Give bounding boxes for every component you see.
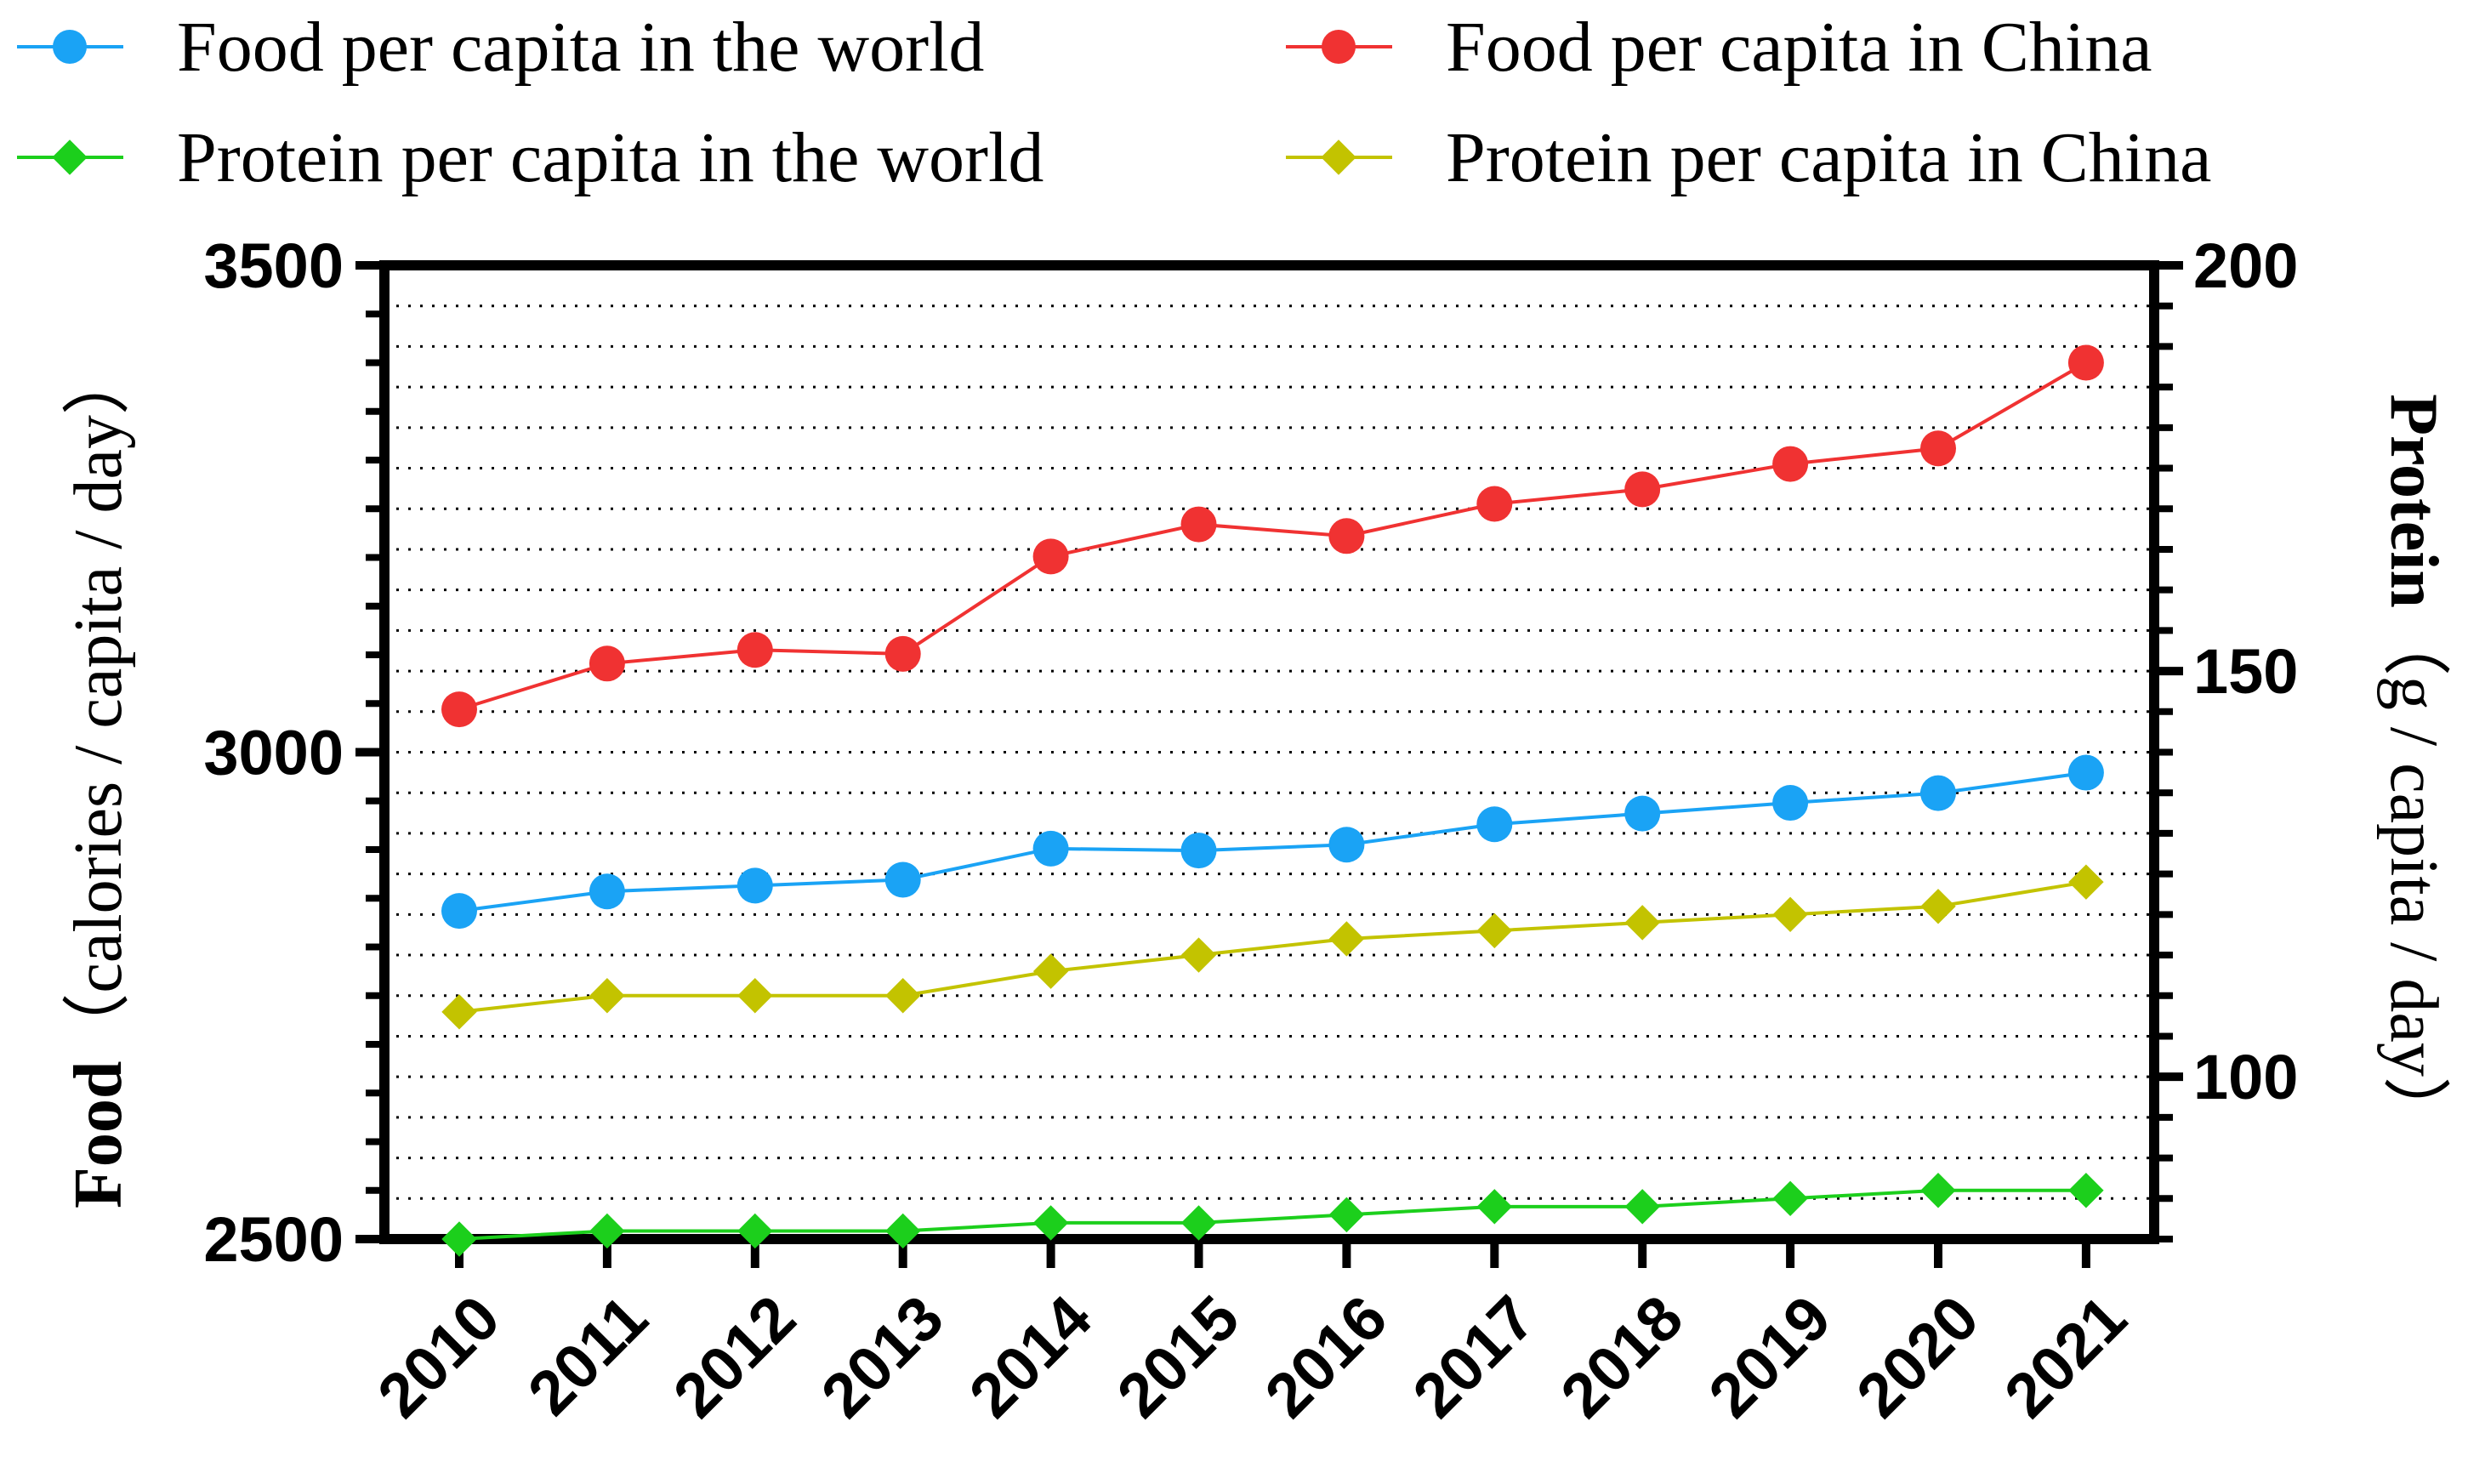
data-point xyxy=(1772,1180,1808,1216)
data-point xyxy=(441,893,477,930)
legend-label: Food per capita in the world xyxy=(177,8,984,87)
data-point xyxy=(1920,889,1956,924)
data-point xyxy=(737,1213,773,1249)
x-tick-label: 2011 xyxy=(515,1282,661,1429)
data-point xyxy=(589,645,625,682)
x-tick-label: 2015 xyxy=(1104,1282,1253,1431)
data-point xyxy=(1328,518,1365,554)
data-point xyxy=(441,691,477,728)
right-tick-label: 100 xyxy=(2193,1042,2298,1112)
data-point xyxy=(1772,785,1809,822)
data-point xyxy=(1624,905,1660,941)
x-tick-label: 2020 xyxy=(1843,1282,1992,1431)
data-point xyxy=(1476,806,1513,843)
data-point xyxy=(1032,1205,1069,1241)
data-point xyxy=(1772,446,1809,482)
data-point xyxy=(1032,953,1069,989)
data-point xyxy=(1180,833,1217,869)
data-point xyxy=(1920,775,1956,811)
plot-frame xyxy=(379,260,2159,1244)
data-point xyxy=(441,994,477,1030)
data-point xyxy=(736,632,773,668)
data-point xyxy=(441,1221,477,1257)
data-point xyxy=(1180,937,1217,973)
left-axis-title: Food（calories / capita / day） xyxy=(61,347,136,1208)
left-tick-label: 2500 xyxy=(203,1204,344,1275)
diamond-marker-icon xyxy=(1321,139,1356,175)
data-point xyxy=(1328,921,1365,957)
legend-item: Food per capita in the world xyxy=(17,8,984,87)
data-point xyxy=(736,867,773,904)
data-point xyxy=(884,635,921,672)
data-point xyxy=(884,861,921,898)
data-point xyxy=(1476,486,1513,522)
series-1 xyxy=(441,344,2104,728)
data-point xyxy=(1180,506,1217,543)
x-tick-label: 2021 xyxy=(1991,1282,2140,1431)
right-axis-title: Protein（g / capita / day） xyxy=(2376,394,2451,1145)
data-point xyxy=(1624,1189,1660,1225)
right-tick-label: 200 xyxy=(2193,230,2298,301)
series-line xyxy=(458,770,2087,913)
circle-marker-icon xyxy=(1322,30,1356,64)
x-tick-label: 2017 xyxy=(1399,1282,1548,1431)
data-point xyxy=(1920,1173,1956,1208)
legend-label: Protein per capita in China xyxy=(1446,118,2211,197)
right-axis-title-unit: （g / capita / day） xyxy=(2376,608,2451,1145)
x-tick-label: 2014 xyxy=(956,1282,1105,1431)
series-0 xyxy=(441,754,2104,930)
right-tick-label: 150 xyxy=(2193,636,2298,707)
legend-label: Food per capita in China xyxy=(1446,8,2152,87)
legend-item: Protein per capita in China xyxy=(1286,118,2211,197)
left-axis-title-bold: Food xyxy=(61,1061,136,1208)
data-point xyxy=(1624,795,1661,832)
x-tick-label: 2016 xyxy=(1252,1282,1401,1431)
diamond-marker-icon xyxy=(52,139,88,175)
data-point xyxy=(1476,1189,1512,1225)
circle-marker-icon xyxy=(53,30,87,64)
data-point xyxy=(589,1213,625,1249)
data-point xyxy=(1032,830,1069,867)
data-point xyxy=(1920,430,1956,467)
data-point xyxy=(737,978,773,1014)
data-point xyxy=(1328,827,1365,863)
data-point xyxy=(1180,1205,1217,1241)
data-point xyxy=(1476,913,1512,949)
left-tick-label: 3000 xyxy=(203,718,344,788)
right-axis-title-bold: Protein xyxy=(2376,394,2451,608)
data-point xyxy=(1624,471,1661,508)
series-group xyxy=(441,344,2104,1257)
series-line xyxy=(458,880,2087,1014)
x-tick-label: 2012 xyxy=(660,1282,809,1431)
x-tick-label: 2019 xyxy=(1695,1282,1844,1431)
legend-item: Protein per capita in the world xyxy=(17,118,1043,197)
series-line xyxy=(458,1188,2086,1241)
legend-label: Protein per capita in the world xyxy=(177,118,1043,197)
data-point xyxy=(2067,754,2104,791)
left-tick-label: 3500 xyxy=(203,230,344,301)
gridlines xyxy=(384,304,2154,1200)
x-tick-label: 2013 xyxy=(808,1282,957,1431)
x-tick-label: 2018 xyxy=(1547,1282,1696,1431)
series-3 xyxy=(441,864,2104,1030)
data-point xyxy=(2068,864,2104,900)
series-line xyxy=(458,361,2087,712)
legend: Food per capita in the world Food per cap… xyxy=(17,8,2211,197)
data-point xyxy=(1772,896,1808,933)
data-point xyxy=(1328,1197,1365,1233)
data-point xyxy=(885,1213,921,1249)
data-point xyxy=(2068,1173,2104,1208)
x-tick-label: 2010 xyxy=(364,1282,513,1431)
data-point xyxy=(1032,538,1069,575)
data-point xyxy=(589,873,625,910)
data-point xyxy=(885,978,921,1014)
axis-titles: Food（calories / capita / day） Protein（g /… xyxy=(61,347,2451,1208)
left-axis-title-unit: （calories / capita / day） xyxy=(61,347,136,1061)
data-point xyxy=(2067,344,2104,381)
series-2 xyxy=(441,1173,2104,1257)
data-point xyxy=(589,978,625,1014)
legend-item: Food per capita in China xyxy=(1286,8,2152,87)
